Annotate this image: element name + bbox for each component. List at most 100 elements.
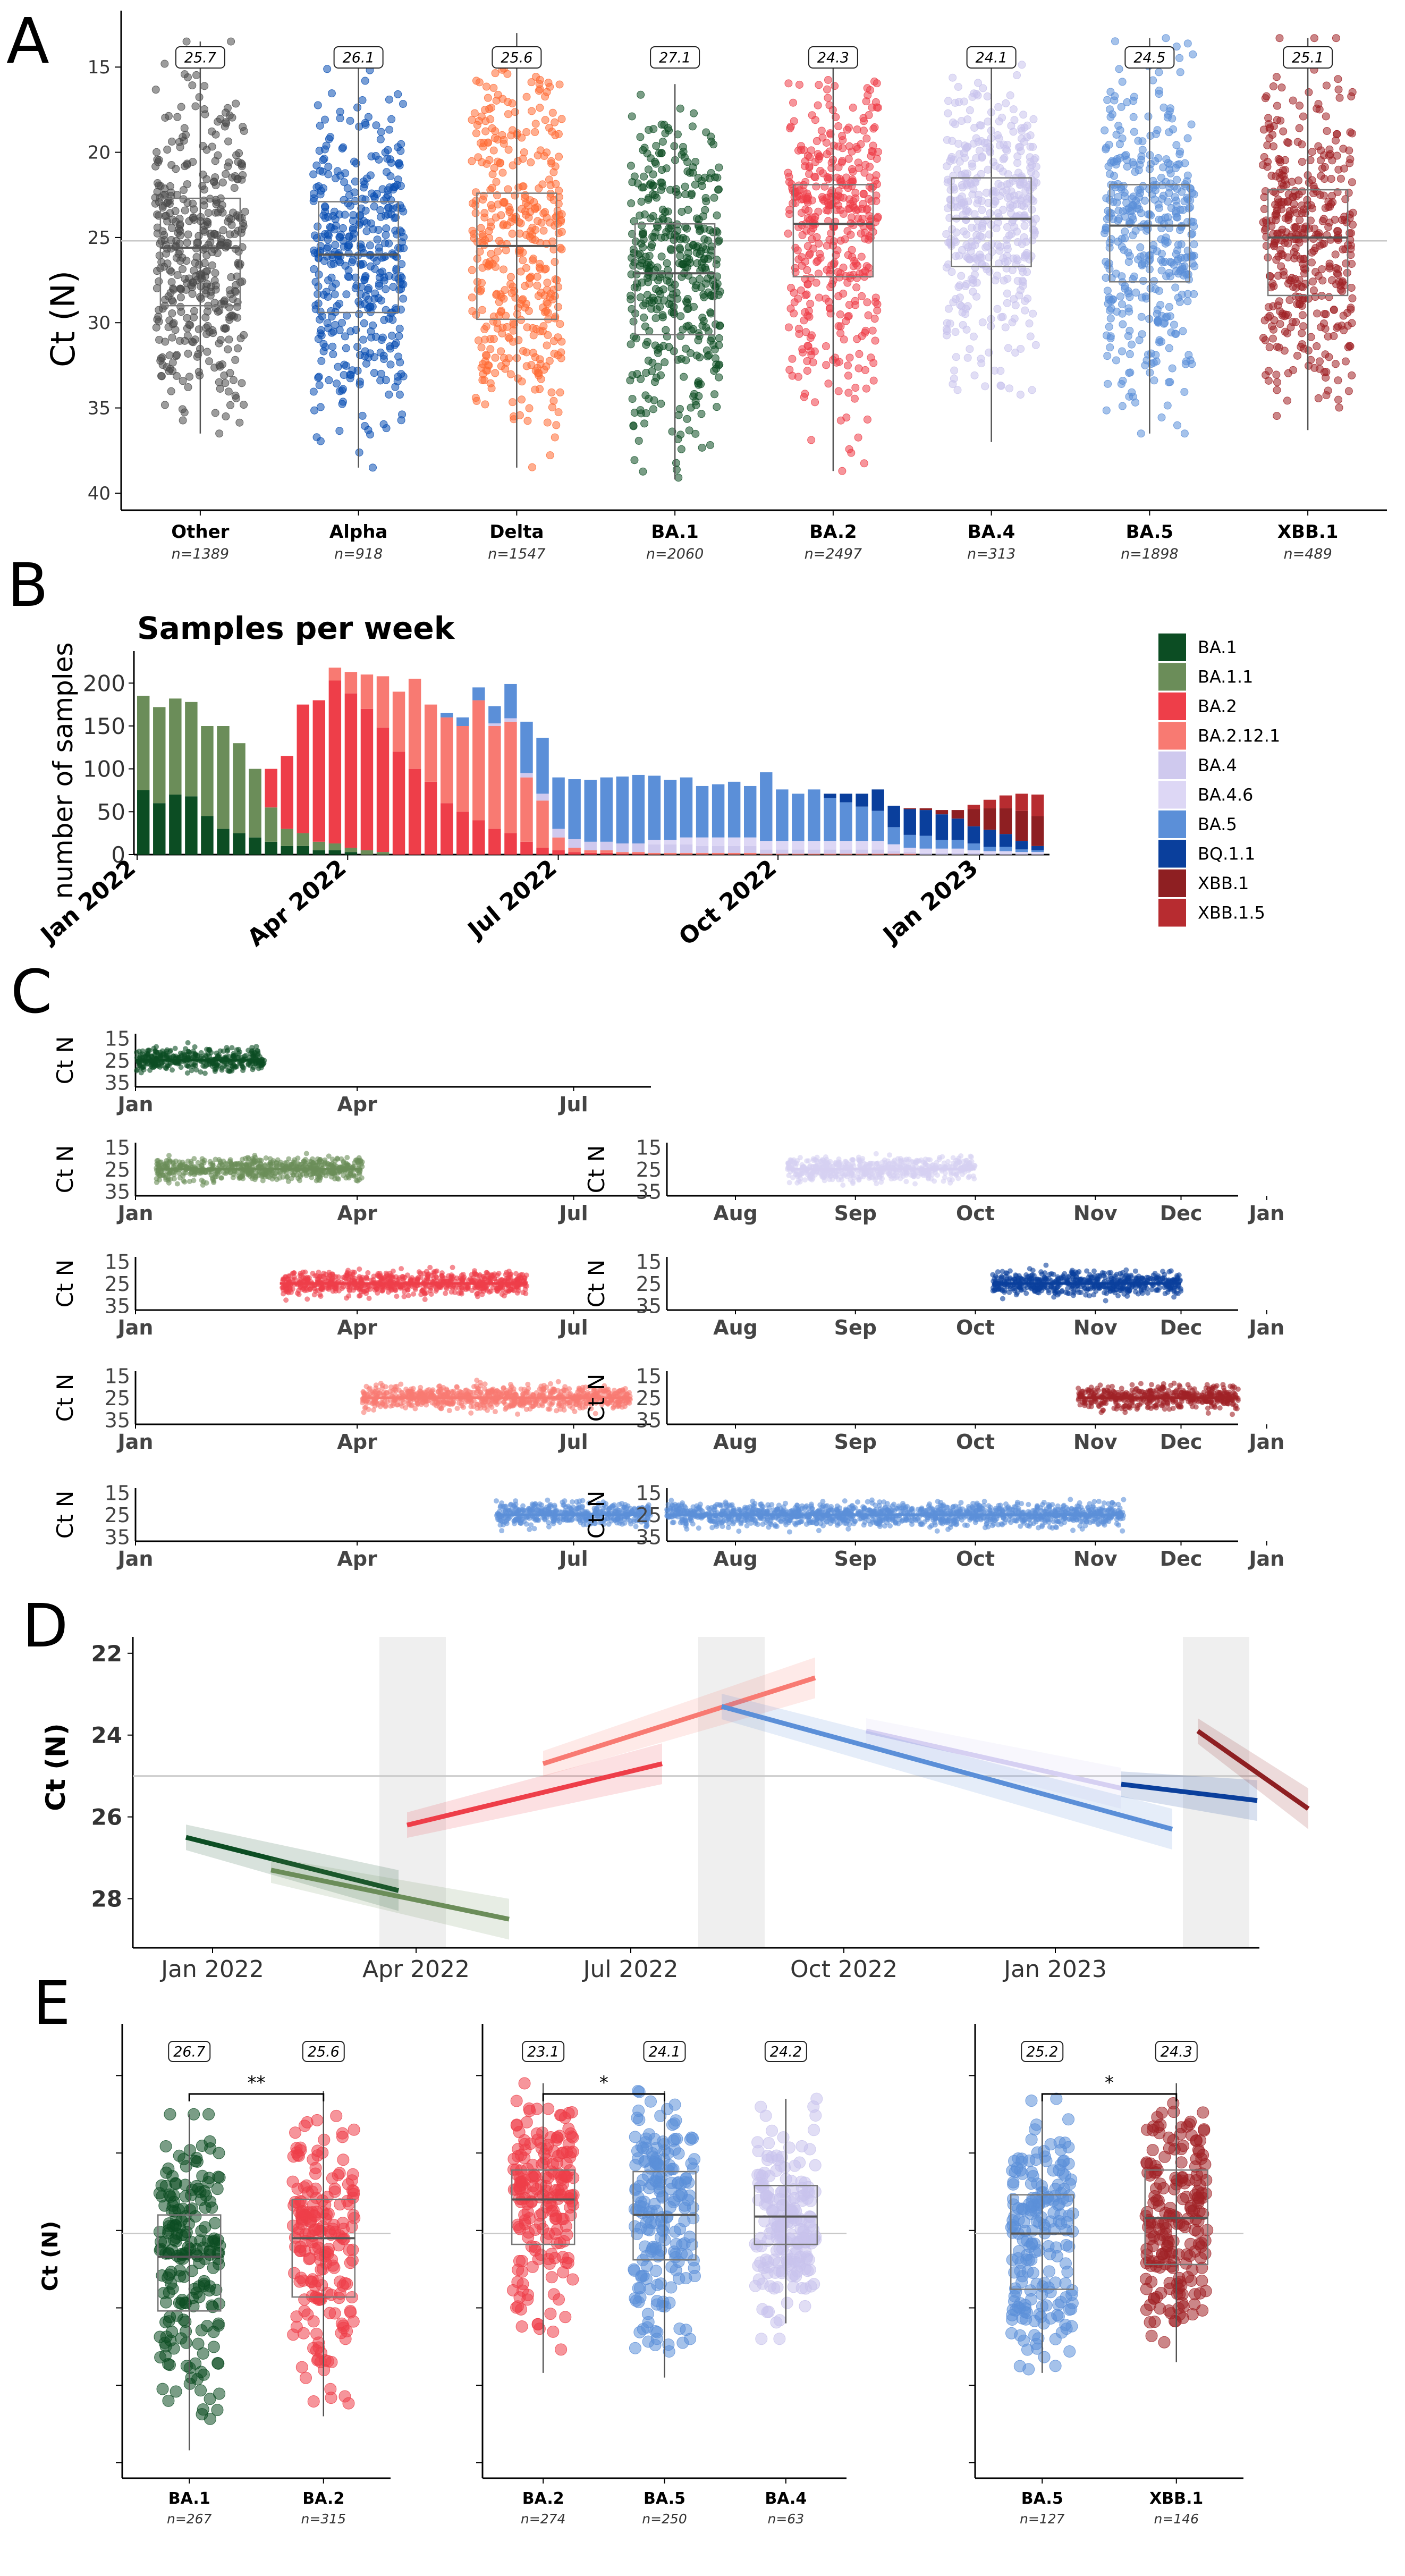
data-point bbox=[216, 1052, 222, 1058]
data-point bbox=[344, 272, 352, 281]
bar-segment-ba-4 bbox=[1031, 854, 1044, 855]
bar-segment-xbb-1-5 bbox=[1015, 793, 1028, 811]
data-point bbox=[226, 401, 235, 409]
data-point bbox=[696, 227, 704, 235]
data-point bbox=[1106, 314, 1115, 323]
sample-size-label: n=2060 bbox=[646, 546, 704, 562]
data-point bbox=[468, 307, 477, 315]
data-point bbox=[984, 165, 992, 174]
data-point bbox=[641, 391, 650, 400]
bar-segment-ba-4-6 bbox=[792, 841, 805, 850]
data-point bbox=[394, 352, 403, 361]
x-tick-label: Apr bbox=[337, 1093, 377, 1116]
data-point bbox=[1322, 112, 1330, 121]
data-point bbox=[397, 140, 405, 148]
data-point bbox=[262, 1174, 268, 1180]
category-label: Alpha bbox=[329, 521, 387, 543]
data-point bbox=[239, 219, 247, 227]
data-point bbox=[546, 218, 554, 227]
data-point bbox=[1118, 78, 1127, 86]
data-point bbox=[361, 422, 369, 430]
data-point bbox=[1269, 82, 1277, 90]
data-point bbox=[1159, 103, 1168, 112]
data-point bbox=[1106, 113, 1115, 121]
data-point bbox=[794, 325, 803, 333]
data-point bbox=[1183, 39, 1192, 48]
y-tick-label: 25 bbox=[88, 227, 111, 249]
data-point bbox=[382, 285, 390, 293]
bar-segment-ba-1 bbox=[169, 795, 182, 855]
data-point bbox=[944, 305, 953, 313]
data-point bbox=[874, 213, 882, 221]
data-point bbox=[647, 154, 655, 163]
data-point bbox=[185, 274, 193, 283]
data-point bbox=[315, 147, 324, 155]
data-point bbox=[536, 104, 544, 112]
data-point bbox=[232, 1161, 238, 1167]
data-point bbox=[690, 109, 698, 117]
bar-segment-ba-5 bbox=[760, 772, 773, 841]
data-point bbox=[632, 334, 640, 343]
data-point bbox=[547, 289, 555, 298]
data-point bbox=[325, 376, 333, 384]
data-point bbox=[651, 285, 660, 293]
data-point bbox=[839, 144, 847, 153]
data-point bbox=[368, 463, 377, 472]
data-point bbox=[235, 418, 244, 427]
data-point bbox=[854, 214, 862, 223]
data-point bbox=[519, 295, 527, 303]
legend-label: BA.4 bbox=[1198, 755, 1237, 775]
data-point bbox=[543, 341, 551, 350]
data-point bbox=[365, 284, 373, 292]
bar-segment-ba-2 bbox=[408, 768, 421, 855]
x-tick-label: Jan bbox=[116, 1202, 154, 1225]
data-point bbox=[628, 395, 637, 403]
bar-segment-ba-2-12-1 bbox=[871, 854, 884, 855]
bar-segment-ba-5 bbox=[664, 780, 677, 840]
data-point bbox=[395, 332, 403, 340]
data-point bbox=[1177, 265, 1185, 274]
data-point bbox=[1028, 205, 1036, 214]
data-point bbox=[180, 70, 189, 79]
data-point bbox=[309, 170, 318, 179]
data-point bbox=[472, 188, 480, 197]
data-point bbox=[385, 390, 393, 399]
data-point bbox=[206, 230, 215, 238]
data-point bbox=[978, 318, 987, 327]
data-point bbox=[850, 257, 859, 265]
data-point bbox=[546, 193, 555, 201]
data-point bbox=[1319, 191, 1328, 200]
data-point bbox=[334, 249, 343, 257]
data-point bbox=[951, 328, 960, 336]
data-point bbox=[187, 1171, 193, 1177]
data-point bbox=[1003, 274, 1012, 283]
data-point bbox=[471, 394, 480, 402]
bar-segment-ba-4-6 bbox=[680, 837, 693, 844]
data-point bbox=[1347, 283, 1356, 292]
bar-segment-ba-2 bbox=[552, 850, 565, 855]
bar-segment-ba-5 bbox=[744, 786, 757, 838]
data-point bbox=[784, 230, 792, 238]
data-point bbox=[166, 182, 174, 190]
bar-segment-ba-4 bbox=[584, 841, 597, 850]
median-label: 25.6 bbox=[501, 50, 532, 66]
bar-segment-bq-1-1 bbox=[887, 806, 900, 827]
data-point bbox=[1016, 286, 1025, 294]
data-point bbox=[1348, 88, 1357, 96]
data-point bbox=[258, 1065, 264, 1070]
data-point bbox=[676, 430, 685, 439]
data-point bbox=[551, 118, 559, 126]
x-tick-label: Nov bbox=[1073, 1202, 1118, 1225]
sample-size-label: n=1898 bbox=[1121, 546, 1178, 562]
data-point bbox=[488, 259, 497, 268]
data-point bbox=[863, 415, 871, 424]
data-point bbox=[370, 265, 379, 273]
bar-segment-ba-2-12-1 bbox=[424, 704, 437, 782]
data-point bbox=[848, 175, 857, 184]
category-label: Delta bbox=[489, 521, 544, 543]
bar-segment-ba-4-6 bbox=[1015, 852, 1028, 854]
data-point bbox=[1133, 204, 1141, 213]
data-point bbox=[1001, 323, 1010, 332]
data-point bbox=[962, 252, 970, 261]
